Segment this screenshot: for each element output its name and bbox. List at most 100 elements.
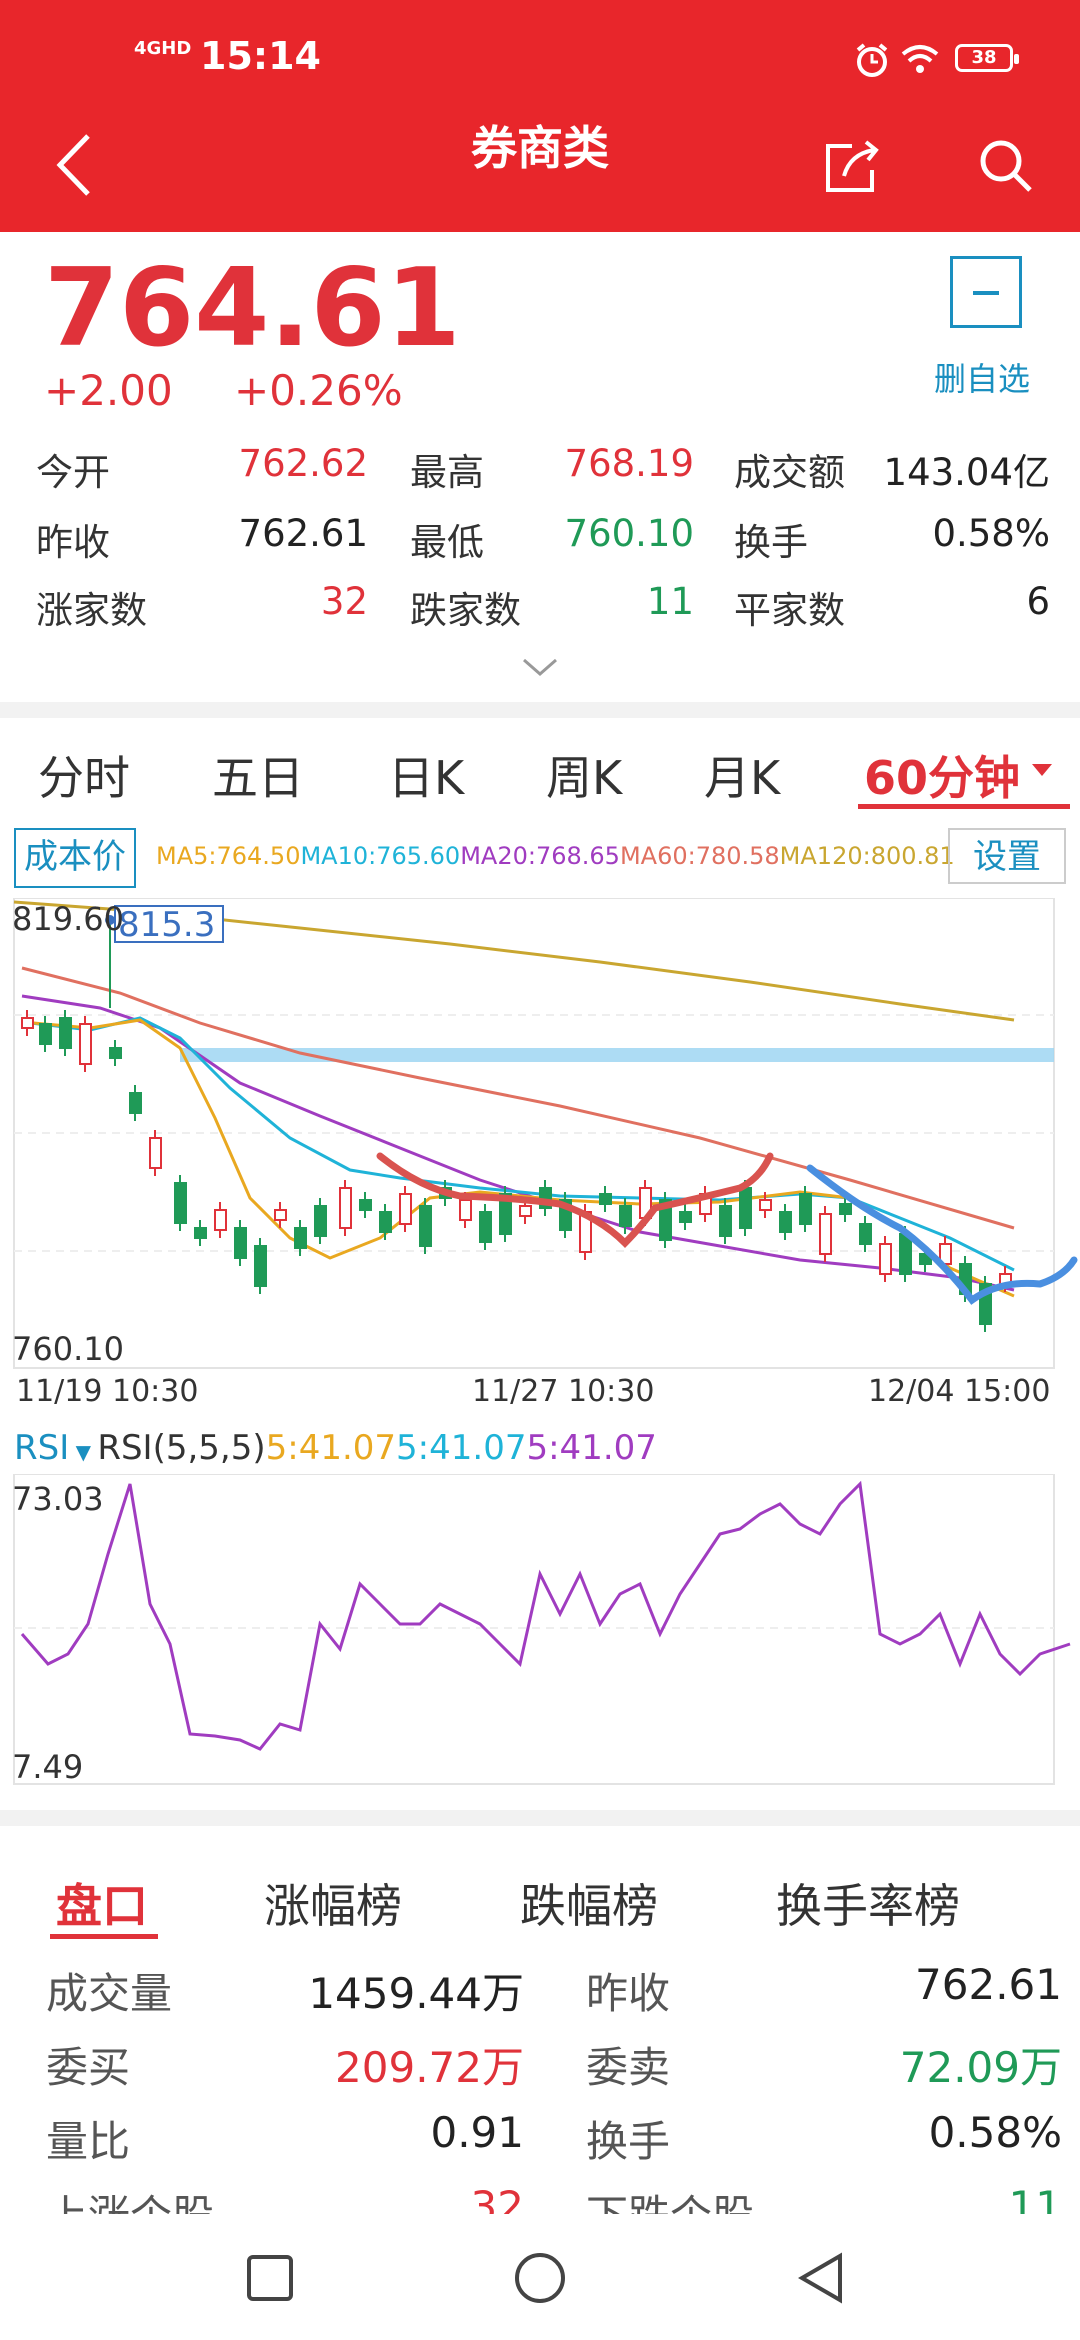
remove-watchlist-label[interactable]: 删自选 [934, 360, 1031, 398]
dropdown-caret-icon[interactable] [1030, 762, 1054, 780]
candle [399, 1193, 412, 1225]
peak-label: 815.3 [118, 905, 215, 945]
stat-label: 最高 [410, 451, 484, 494]
rsi-chart[interactable]: 73.03 7.49 [0, 1474, 1080, 1796]
row-value: 209.72万 [335, 2043, 524, 2092]
candle [194, 1227, 207, 1239]
stat-label: 昨收 [36, 521, 110, 564]
tab-order-book[interactable]: 盘口 [56, 1879, 148, 1933]
candle [79, 1023, 92, 1065]
peak-label-box [114, 905, 224, 943]
tab-turnover-rank[interactable]: 换手率榜 [776, 1879, 960, 1933]
network-indicator: 4GHD [134, 38, 192, 59]
bottom-tab-indicator [50, 1934, 158, 1939]
tab-losers[interactable]: 跌幅榜 [520, 1879, 658, 1933]
price-change-pct: +0.26% [234, 366, 403, 415]
stat-value-turnover-amount: 143.04亿 [883, 451, 1050, 494]
candle [779, 1211, 792, 1233]
candle [479, 1211, 492, 1243]
share-icon[interactable] [822, 136, 882, 196]
tab-five-day[interactable]: 五日 [212, 751, 304, 805]
row-value: 762.61 [915, 1960, 1062, 2009]
row-value: 72.09万 [899, 2043, 1062, 2092]
row-value: 32 [470, 2182, 524, 2214]
candle [819, 1213, 832, 1255]
candle [314, 1205, 327, 1237]
chart-settings-button[interactable]: 设置 [948, 828, 1066, 884]
chart-area: 成本价 MA5:764.50MA10:765.60MA20:768.65MA60… [0, 818, 1080, 1810]
tab-60min[interactable]: 60分钟 [864, 751, 1021, 805]
rsi-selector[interactable]: RSI [14, 1428, 70, 1468]
candle [21, 1017, 34, 1029]
row-value: 0.58% [928, 2108, 1062, 2157]
wifi-icon [901, 45, 939, 73]
back-icon[interactable] [52, 130, 96, 200]
ma120-label: MA120:800.81 [779, 842, 955, 870]
remove-watchlist-button[interactable] [950, 256, 1022, 328]
candle [839, 1203, 852, 1215]
candle [899, 1233, 912, 1275]
minus-icon [973, 291, 999, 295]
stat-label: 成交额 [734, 451, 845, 494]
recents-icon[interactable] [246, 2254, 294, 2302]
chevron-down-icon[interactable] [520, 656, 560, 680]
kline-chart[interactable]: 815.3 819.60 760.10 11/19 10:30 11/27 10… [0, 898, 1080, 1438]
blue-annotation-curve [806, 1164, 1078, 1305]
candle [274, 1209, 287, 1221]
candle [59, 1017, 72, 1049]
candle [599, 1193, 612, 1205]
ma-legend: MA5:764.50MA10:765.60MA20:768.65MA60:780… [156, 842, 955, 870]
candle [214, 1209, 227, 1231]
rsi-max-label: 73.03 [12, 1480, 104, 1518]
tab-intraday[interactable]: 分时 [38, 751, 130, 805]
stat-value-open: 762.62 [238, 442, 368, 485]
ma60-label: MA60:780.58 [619, 842, 780, 870]
search-icon[interactable] [976, 136, 1036, 196]
candle [39, 1023, 52, 1045]
row-label: 上涨个股 [46, 2182, 214, 2214]
ma10-label: MA10:765.60 [300, 842, 461, 870]
rsi3-value: 5:41.07 [526, 1428, 657, 1468]
candle [679, 1211, 692, 1223]
rsi-legend: RSI ▼ RSI(5,5,5)5:41.075:41.075:41.07 [14, 1428, 657, 1468]
page-title: 券商类 [471, 121, 609, 175]
tab-daily-k[interactable]: 日K [388, 751, 465, 805]
candle [859, 1223, 872, 1245]
tab-gainers[interactable]: 涨幅榜 [264, 1879, 402, 1933]
stat-label: 最低 [410, 521, 484, 564]
ma60-line [21, 966, 1015, 1230]
row-label: 昨收 [586, 1969, 671, 2018]
candle [759, 1199, 772, 1211]
candle [254, 1245, 267, 1287]
ma10-line [21, 1016, 1015, 1272]
stat-value-low: 760.10 [564, 512, 694, 555]
current-price: 764.61 [44, 246, 461, 371]
candle [234, 1227, 247, 1259]
quote-panel: 764.61 +2.00 +0.26% 删自选 今开 762.62 最高 768… [0, 232, 1080, 702]
tab-monthly-k[interactable]: 月K [704, 751, 781, 805]
ma20-label: MA20:768.65 [460, 842, 620, 870]
back-nav-icon[interactable] [796, 2252, 848, 2304]
rsi-caret-icon[interactable]: ▼ [69, 1440, 98, 1464]
candle [799, 1193, 812, 1225]
status-time: 15:14 [200, 34, 321, 78]
row-label: 换手 [586, 2117, 671, 2166]
candle [379, 1211, 392, 1233]
stat-value-prev-close: 762.61 [238, 512, 368, 555]
candle [559, 1199, 572, 1231]
cost-price-button[interactable]: 成本价 [14, 828, 136, 888]
stat-value-down-count: 11 [646, 580, 694, 623]
stat-value-flat-count: 6 [1026, 580, 1050, 623]
stat-label: 涨家数 [36, 589, 147, 632]
tab-weekly-k[interactable]: 周K [546, 751, 623, 805]
y-axis-min-label: 760.10 [12, 1330, 124, 1368]
price-change: +2.00 [44, 366, 173, 415]
row-label: 下跌个股 [586, 2182, 754, 2214]
stat-label: 今开 [36, 451, 110, 494]
candle [294, 1227, 307, 1249]
row-label: 委买 [46, 2043, 131, 2092]
row-value: 1459.44万 [308, 1969, 524, 2018]
candle [339, 1187, 352, 1229]
partial-row-clip: 上涨个股 32 下跌个股 11 [0, 2178, 1080, 2214]
home-icon[interactable] [514, 2252, 566, 2304]
